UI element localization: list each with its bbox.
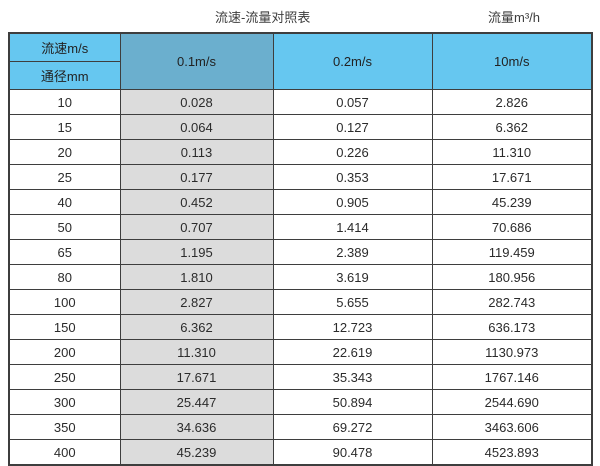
table-row: 25 0.177 0.353 17.671	[8, 164, 593, 190]
cell-flow-0-1: 0.452	[119, 189, 274, 215]
cell-diameter: 100	[8, 289, 121, 315]
table-row: 100 2.827 5.655 282.743	[8, 289, 593, 315]
header-diameter-label: 通径mm	[8, 61, 121, 90]
cell-diameter: 65	[8, 239, 121, 265]
cell-flow-0-2: 0.057	[272, 89, 433, 115]
cell-flow-10: 70.686	[431, 214, 593, 240]
title-bar: 流速-流量对照表 流量m³/h	[0, 0, 600, 32]
cell-flow-10: 4523.893	[431, 439, 593, 466]
table-row: 80 1.810 3.619 180.956	[8, 264, 593, 290]
cell-flow-10: 1130.973	[431, 339, 593, 365]
cell-diameter: 10	[8, 89, 121, 115]
cell-diameter: 80	[8, 264, 121, 290]
table-row: 50 0.707 1.414 70.686	[8, 214, 593, 240]
cell-flow-0-2: 69.272	[272, 414, 433, 440]
cell-flow-0-1: 1.195	[119, 239, 274, 265]
cell-diameter: 200	[8, 339, 121, 365]
table-row: 250 17.671 35.343 1767.146	[8, 364, 593, 390]
cell-flow-0-1: 0.113	[119, 139, 274, 165]
cell-flow-0-1: 17.671	[119, 364, 274, 390]
cell-flow-0-1: 0.028	[119, 89, 274, 115]
table-row: 200 11.310 22.619 1130.973	[8, 339, 593, 365]
header-column-0-2ms: 0.2m/s	[272, 32, 433, 90]
table-row: 400 45.239 90.478 4523.893	[8, 439, 593, 466]
cell-flow-10: 11.310	[431, 139, 593, 165]
table-row: 20 0.113 0.226 11.310	[8, 139, 593, 165]
table-row: 350 34.636 69.272 3463.606	[8, 414, 593, 440]
cell-flow-0-1: 6.362	[119, 314, 274, 340]
table-row: 150 6.362 12.723 636.173	[8, 314, 593, 340]
cell-diameter: 20	[8, 139, 121, 165]
cell-flow-0-1: 34.636	[119, 414, 274, 440]
cell-flow-10: 17.671	[431, 164, 593, 190]
cell-diameter: 150	[8, 314, 121, 340]
cell-flow-0-1: 0.707	[119, 214, 274, 240]
flow-rate-table: 流速m/s 0.1m/s 0.2m/s 10m/s 通径mm 10 0.028 …	[8, 32, 593, 466]
cell-flow-0-2: 90.478	[272, 439, 433, 466]
cell-flow-10: 6.362	[431, 114, 593, 140]
cell-flow-0-1: 1.810	[119, 264, 274, 290]
cell-flow-0-2: 12.723	[272, 314, 433, 340]
cell-flow-0-2: 0.905	[272, 189, 433, 215]
cell-diameter: 400	[8, 439, 121, 466]
cell-diameter: 250	[8, 364, 121, 390]
cell-diameter: 40	[8, 189, 121, 215]
cell-flow-0-1: 2.827	[119, 289, 274, 315]
cell-flow-0-2: 1.414	[272, 214, 433, 240]
table-row: 10 0.028 0.057 2.826	[8, 89, 593, 115]
cell-diameter: 25	[8, 164, 121, 190]
cell-flow-10: 180.956	[431, 264, 593, 290]
cell-flow-10: 1767.146	[431, 364, 593, 390]
cell-diameter: 15	[8, 114, 121, 140]
cell-flow-10: 282.743	[431, 289, 593, 315]
table-row: 40 0.452 0.905 45.239	[8, 189, 593, 215]
cell-flow-0-1: 25.447	[119, 389, 274, 415]
cell-flow-0-2: 0.226	[272, 139, 433, 165]
cell-flow-0-1: 11.310	[119, 339, 274, 365]
table-row: 65 1.195 2.389 119.459	[8, 239, 593, 265]
table-title: 流速-流量对照表	[215, 10, 311, 25]
header-velocity-label: 流速m/s	[8, 32, 121, 62]
cell-flow-0-2: 35.343	[272, 364, 433, 390]
cell-flow-0-2: 2.389	[272, 239, 433, 265]
header-column-10ms: 10m/s	[431, 32, 593, 90]
cell-flow-0-1: 0.177	[119, 164, 274, 190]
cell-flow-10: 119.459	[431, 239, 593, 265]
cell-flow-10: 2.826	[431, 89, 593, 115]
cell-diameter: 50	[8, 214, 121, 240]
table-row: 300 25.447 50.894 2544.690	[8, 389, 593, 415]
cell-flow-10: 3463.606	[431, 414, 593, 440]
cell-flow-0-2: 5.655	[272, 289, 433, 315]
cell-diameter: 350	[8, 414, 121, 440]
cell-flow-10: 636.173	[431, 314, 593, 340]
cell-flow-0-2: 50.894	[272, 389, 433, 415]
cell-flow-0-2: 22.619	[272, 339, 433, 365]
cell-flow-0-1: 45.239	[119, 439, 274, 466]
header-column-0-1ms: 0.1m/s	[119, 32, 274, 90]
flow-unit-label: 流量m³/h	[488, 10, 541, 25]
table-row: 15 0.064 0.127 6.362	[8, 114, 593, 140]
cell-flow-0-2: 3.619	[272, 264, 433, 290]
cell-flow-10: 2544.690	[431, 389, 593, 415]
cell-flow-10: 45.239	[431, 189, 593, 215]
cell-flow-0-1: 0.064	[119, 114, 274, 140]
cell-diameter: 300	[8, 389, 121, 415]
cell-flow-0-2: 0.353	[272, 164, 433, 190]
cell-flow-0-2: 0.127	[272, 114, 433, 140]
